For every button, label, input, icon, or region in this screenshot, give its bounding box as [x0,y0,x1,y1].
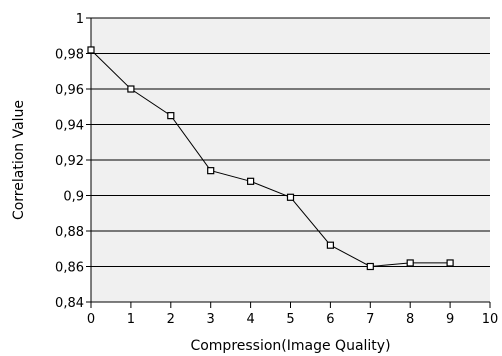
x-axis-label: Compression(Image Quality) [190,338,390,354]
x-tick-label: 5 [286,312,294,327]
data-point [286,193,295,201]
x-tick-label: 8 [406,312,414,327]
series-1 [87,46,454,271]
x-tick-label: 1 [127,312,135,327]
data-point [87,46,95,54]
x-axis: 0 1 2 3 4 5 6 7 8 9 10 [87,301,499,327]
x-tick-label: 9 [446,312,454,327]
y-tick-label: 0,92 [55,154,84,169]
data-point [326,241,334,249]
x-tick-label: 10 [482,312,499,327]
data-point [207,167,215,175]
x-tick-label: 6 [326,312,334,327]
y-tick-label: 0,9 [63,190,84,205]
data-point [127,85,135,93]
data-point [247,177,255,185]
y-tick-label: 0,98 [55,48,84,63]
y-tick-label: 0,96 [55,83,84,98]
data-point [366,262,374,271]
y-tick-label: 0,88 [55,225,84,240]
y-tick-label: 1 [76,12,84,27]
x-tick-label: 2 [167,312,175,327]
data-point [446,259,454,267]
y-tick-label: 0,94 [55,119,84,134]
data-point [406,259,414,267]
series-line [90,49,451,268]
x-tick-label: 7 [366,312,374,327]
x-tick-label: 0 [87,312,95,327]
y-tick-label: 0,86 [55,261,84,276]
x-tick-label: 4 [246,312,254,327]
y-axis-label: Correlation Value [11,100,27,220]
x-tick-label: 3 [207,312,215,327]
y-tick-label: 0,84 [55,296,84,311]
y-axis: 0,84 0,86 0,88 0,9 0,92 0,94 0,96 0,98 1 [55,12,92,311]
data-point [167,112,175,120]
